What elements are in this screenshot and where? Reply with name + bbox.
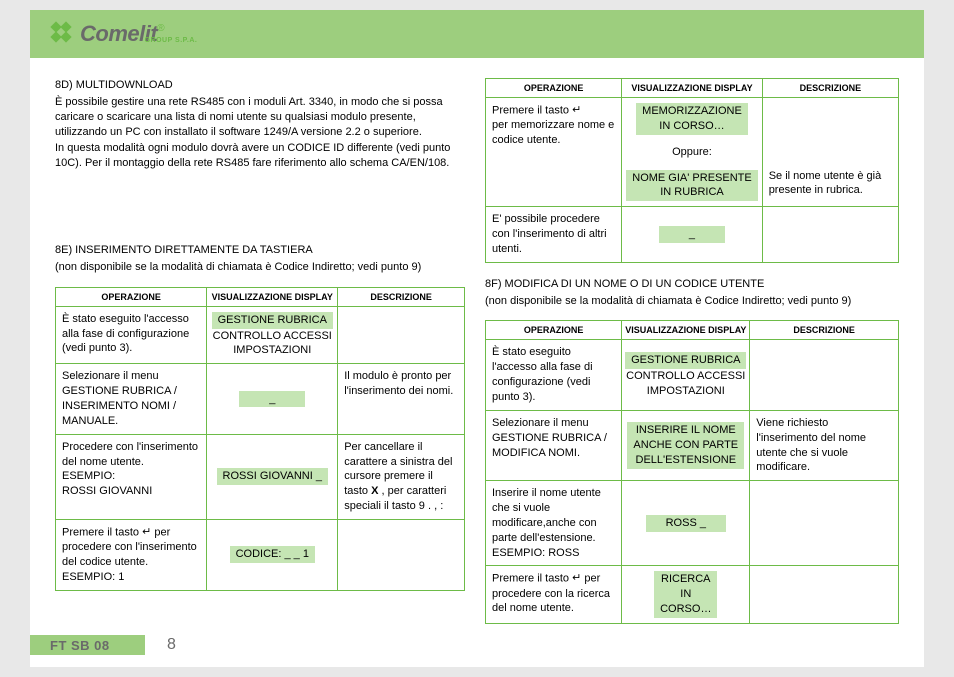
logo-icon: [50, 21, 76, 47]
cell-display: _: [207, 364, 338, 434]
cell-op: Selezionare il menu GESTIONE RUBRICA / I…: [56, 364, 207, 434]
th-display: VISUALIZZAZIONE DISPLAY: [622, 321, 750, 340]
cell-display: RICERCAINCORSO…: [622, 566, 750, 624]
footer-page-number: 8: [167, 636, 176, 654]
content: 8D) MULTIDOWNLOAD È possibile gestire un…: [30, 58, 924, 638]
th-description: DESCRIZIONE: [750, 321, 899, 340]
table-row: Premere il tasto ↵per memorizzare nome e…: [486, 98, 899, 207]
table-row: Procedere con l'inserimentodel nome uten…: [56, 434, 465, 519]
enter-icon: ↵: [572, 571, 581, 586]
section-8f-title: 8F) MODIFICA DI UN NOME O DI UN CODICE U…: [485, 277, 899, 292]
cell-display: GESTIONE RUBRICA CONTROLLO ACCESSIIMPOST…: [622, 340, 750, 410]
table-row: Selezionare il menu GESTIONE RUBRICA / M…: [486, 410, 899, 480]
th-description: DESCRIZIONE: [762, 79, 898, 98]
cell-op: È stato eseguito l'accesso alla fase di …: [486, 340, 622, 410]
cell-desc: Il modulo è pronto per l'inserimento dei…: [338, 364, 465, 434]
table-header-row: OPERAZIONE VISUALIZZAZIONE DISPLAY DESCR…: [486, 79, 899, 98]
section-8d-title: 8D) MULTIDOWNLOAD: [55, 78, 465, 93]
left-column: 8D) MULTIDOWNLOAD È possibile gestire un…: [55, 78, 465, 638]
cell-display: CODICE: _ _ 1: [207, 519, 338, 590]
logo-subtitle: GROUP S.P.A.: [145, 37, 198, 44]
cell-desc: [338, 519, 465, 590]
table-row: Inserire il nome utente che si vuole mod…: [486, 481, 899, 566]
th-description: DESCRIZIONE: [338, 287, 465, 306]
section-8e-title: 8E) INSERIMENTO DIRETTAMENTE DA TASTIERA: [55, 243, 465, 258]
table-header-row: OPERAZIONE VISUALIZZAZIONE DISPLAY DESCR…: [486, 321, 899, 340]
th-display: VISUALIZZAZIONE DISPLAY: [207, 287, 338, 306]
cell-display: ROSSI GIOVANNI _: [207, 434, 338, 519]
cell-op: Inserire il nome utente che si vuole mod…: [486, 481, 622, 566]
cell-desc: Se il nome utente è già presente in rubr…: [762, 98, 898, 207]
cell-display: GESTIONE RUBRICA CONTROLLO ACCESSIIMPOST…: [207, 306, 338, 364]
table-8f: OPERAZIONE VISUALIZZAZIONE DISPLAY DESCR…: [485, 320, 899, 624]
right-column: OPERAZIONE VISUALIZZAZIONE DISPLAY DESCR…: [485, 78, 899, 638]
footer: FT SB 08 8: [30, 635, 924, 655]
cell-op: E' possibile procedere con l'inserimento…: [486, 207, 622, 263]
cell-op: Premere il tasto ↵per memorizzare nome e…: [486, 98, 622, 207]
th-operation: OPERAZIONE: [56, 287, 207, 306]
footer-badge: FT SB 08: [30, 635, 145, 655]
th-display: VISUALIZZAZIONE DISPLAY: [622, 79, 762, 98]
th-operation: OPERAZIONE: [486, 321, 622, 340]
cell-op: Premere il tasto ↵ per procedere con la …: [486, 566, 622, 624]
cell-op: Premere il tasto ↵ per procedere con l'i…: [56, 519, 207, 590]
table-header-row: OPERAZIONE VISUALIZZAZIONE DISPLAY DESCR…: [56, 287, 465, 306]
cell-desc: [750, 340, 899, 410]
page: Comelit ® GROUP S.P.A. 8D) MULTIDOWNLOAD…: [30, 10, 924, 667]
header-bar: Comelit ® GROUP S.P.A.: [30, 10, 924, 58]
cell-display: INSERIRE IL NOMEANCHE CON PARTEDELL'ESTE…: [622, 410, 750, 480]
cell-desc: [338, 306, 465, 364]
cell-display: ROSS _: [622, 481, 750, 566]
th-operation: OPERAZIONE: [486, 79, 622, 98]
cell-op: Selezionare il menu GESTIONE RUBRICA / M…: [486, 410, 622, 480]
cell-desc: [762, 207, 898, 263]
table-row: È stato eseguito l'accesso alla fase di …: [486, 340, 899, 410]
enter-icon: ↵: [142, 525, 151, 540]
section-8f-sub: (non disponibile se la modalità di chiam…: [485, 294, 899, 309]
cell-desc: [750, 566, 899, 624]
table-row: Premere il tasto ↵ per procedere con la …: [486, 566, 899, 624]
logo: Comelit ® GROUP S.P.A.: [50, 21, 225, 47]
enter-icon: ↵: [572, 103, 581, 118]
table-row: È stato eseguito l'accesso alla fase di …: [56, 306, 465, 364]
cell-op: Procedere con l'inserimentodel nome uten…: [56, 434, 207, 519]
table-8e-cont: OPERAZIONE VISUALIZZAZIONE DISPLAY DESCR…: [485, 78, 899, 263]
cell-desc: [750, 481, 899, 566]
section-8e-sub: (non disponibile se la modalità di chiam…: [55, 260, 465, 275]
table-row: Selezionare il menu GESTIONE RUBRICA / I…: [56, 364, 465, 434]
cell-desc: Viene richiesto l'inserimento del nome u…: [750, 410, 899, 480]
section-8d-p1: È possibile gestire una rete RS485 con i…: [55, 95, 465, 140]
cell-display: _: [622, 207, 762, 263]
cell-display: MEMORIZZAZIONEIN CORSO… Oppure: NOME GIA…: [622, 98, 762, 207]
table-8e: OPERAZIONE VISUALIZZAZIONE DISPLAY DESCR…: [55, 287, 465, 591]
cell-desc: Per cancellare il carattere a sinistra d…: [338, 434, 465, 519]
section-8d-p2: In questa modalità ogni modulo dovrà ave…: [55, 141, 465, 171]
footer-code: FT SB 08: [50, 638, 110, 653]
table-row: Premere il tasto ↵ per procedere con l'i…: [56, 519, 465, 590]
reg-mark: ®: [157, 23, 164, 34]
cell-op: È stato eseguito l'accesso alla fase di …: [56, 306, 207, 364]
table-row: E' possibile procedere con l'inserimento…: [486, 207, 899, 263]
